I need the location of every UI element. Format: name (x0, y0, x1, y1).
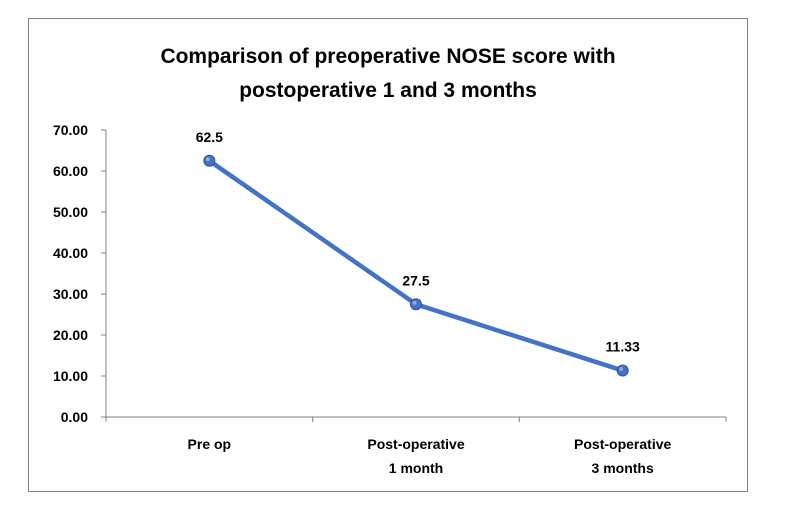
series-lines (207, 158, 625, 373)
chart-title-line-1: Comparison of preoperative NOSE score wi… (160, 45, 616, 68)
data-point-highlight (412, 300, 417, 305)
y-tick-label: 40.00 (53, 245, 88, 261)
data-point-highlight (205, 157, 210, 162)
data-point-marker (410, 298, 422, 311)
y-tick-label: 20.00 (53, 327, 88, 343)
series-markers (203, 154, 629, 377)
x-tick-label: Post-operative (367, 436, 464, 452)
y-tick-label: 10.00 (53, 368, 88, 384)
y-tick-label: 60.00 (53, 163, 88, 179)
y-axis-ticks: 0.00 10.00 20.00 30.00 40.00 50.00 60.00 70.00 (53, 122, 106, 425)
data-point-marker (616, 364, 629, 377)
series-line (207, 158, 625, 373)
y-tick-label: 70.00 (53, 122, 88, 138)
x-tick-label: Pre op (188, 436, 232, 452)
data-point-marker (203, 154, 216, 167)
axes (105, 130, 726, 418)
y-tick-label: 30.00 (53, 286, 88, 302)
data-labels: 62.5 27.5 11.33 (196, 129, 640, 355)
x-axis-ticks: Pre op Post-operative 1 month Post-operativ… (105, 417, 727, 476)
chart-title: Comparison of preoperative NOSE score wi… (0, 40, 776, 108)
data-label: 27.5 (402, 272, 429, 288)
chart-title-line-2: postoperative 1 and 3 months (239, 79, 537, 102)
data-label: 62.5 (196, 129, 223, 145)
x-tick-label: 1 month (389, 460, 443, 476)
x-tick-label: 3 months (592, 460, 654, 476)
data-point-highlight (619, 367, 624, 372)
chart-frame (28, 18, 748, 492)
data-label: 11.33 (606, 339, 640, 355)
x-tick-label: Post-operative (574, 436, 671, 452)
y-tick-label: 50.00 (53, 204, 88, 220)
y-tick-label: 0.00 (61, 409, 88, 425)
